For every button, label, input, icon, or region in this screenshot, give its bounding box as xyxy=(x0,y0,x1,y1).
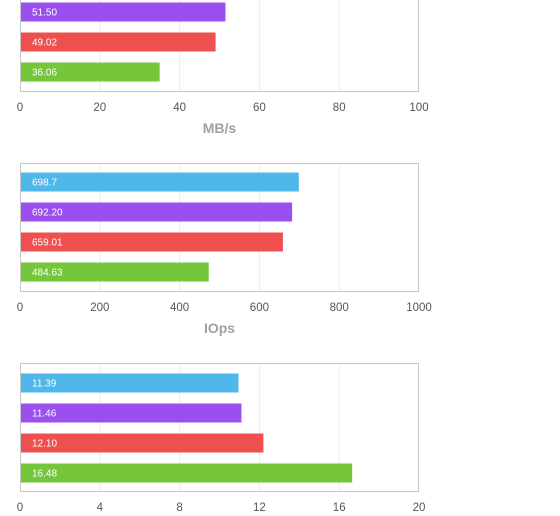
bar-value-label: 698.7 xyxy=(32,178,57,189)
bar-value-label: 12.10 xyxy=(32,439,57,450)
bar-value-label: 11.39 xyxy=(32,379,57,390)
x-tick-label: 200 xyxy=(90,302,109,314)
x-tick-label: 800 xyxy=(330,302,349,314)
bar-green xyxy=(21,62,160,82)
bar-blue xyxy=(21,373,239,393)
x-tick-label: 20 xyxy=(93,102,106,114)
x-tick-label: 40 xyxy=(173,102,186,114)
bar-purple xyxy=(21,2,226,22)
x-tick-label: 0 xyxy=(17,102,23,114)
bar-value-label: 49.02 xyxy=(32,38,57,49)
x-tick-label: 16 xyxy=(333,502,346,514)
x-tick-label: 0 xyxy=(17,502,23,514)
chart-1: 51.50 49.02 36.06 0 20 40 60 80 100 MB/s xyxy=(17,0,429,136)
x-axis-title: IOps xyxy=(204,320,235,336)
bar-red xyxy=(21,433,264,453)
bar-red xyxy=(21,32,216,52)
chart-2: 698.7 692.20 659.01 484.63 0 200 400 600 800 1000… xyxy=(17,163,432,336)
plot-frame xyxy=(20,0,419,92)
bar-green xyxy=(21,463,353,483)
plot-frame xyxy=(20,363,419,492)
bar-value-label: 11.46 xyxy=(32,409,57,420)
bar-value-label: 51.50 xyxy=(32,8,57,19)
x-tick-label: 20 xyxy=(413,502,426,514)
x-tick-label: 100 xyxy=(409,102,428,114)
bar-green xyxy=(21,262,209,282)
x-axis-title: MB/s xyxy=(203,120,237,136)
bar-value-label: 16.48 xyxy=(32,469,57,480)
x-tick-label: 80 xyxy=(333,102,346,114)
x-tick-label: 0 xyxy=(17,302,23,314)
x-tick-label: 12 xyxy=(253,502,266,514)
chart-3: 11.39 11.46 12.10 16.48 0 4 8 12 16 20 xyxy=(17,363,426,514)
x-tick-label: 8 xyxy=(176,502,182,514)
bar-blue xyxy=(21,172,299,192)
x-tick-label: 60 xyxy=(253,102,266,114)
bar-red xyxy=(21,232,283,252)
bar-value-label: 36.06 xyxy=(32,68,57,79)
x-tick-label: 400 xyxy=(170,302,189,314)
bar-purple xyxy=(21,202,293,222)
x-tick-label: 1000 xyxy=(406,302,432,314)
bar-value-label: 659.01 xyxy=(32,238,63,249)
bar-purple xyxy=(21,403,242,423)
x-tick-label: 600 xyxy=(250,302,269,314)
bar-value-label: 484.63 xyxy=(32,268,63,279)
bar-value-label: 692.20 xyxy=(32,208,63,219)
plot-frame xyxy=(20,163,419,292)
x-tick-label: 4 xyxy=(97,502,104,514)
